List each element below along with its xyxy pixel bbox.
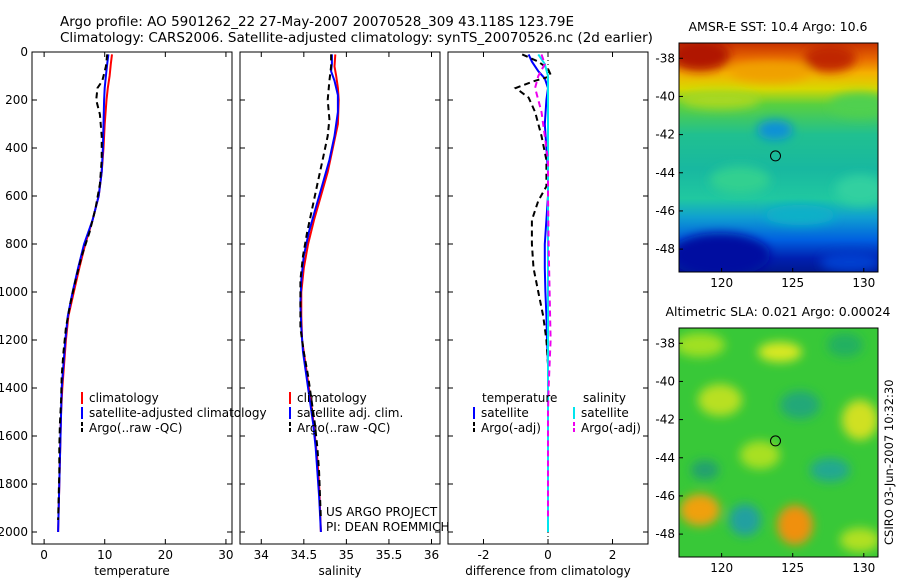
sst_map-ytick-label: -46 <box>655 204 675 218</box>
depth-tick-label: 1800 <box>0 477 28 491</box>
depth-tick-label: 200 <box>5 93 28 107</box>
header-line-2: Climatology: CARS2006. Satellite-adjuste… <box>60 30 653 46</box>
salinity-legend-label: satellite adj. clim. <box>297 406 403 420</box>
sst_map-ytick-label: -38 <box>655 51 675 65</box>
difference-series-0 <box>527 53 550 365</box>
salinity-xtick-label: 34.5 <box>290 548 317 562</box>
sla_map-ytick-label: -48 <box>655 527 675 541</box>
difference-xtick-label: -2 <box>477 548 489 562</box>
salinity-axes-frame <box>239 51 441 545</box>
salinity-series-2 <box>299 54 333 521</box>
sst-heatmap-image <box>679 43 878 272</box>
temperature-legend-label: climatology <box>89 391 159 405</box>
temperature-axes-frame <box>31 51 233 545</box>
sla-map-title: Altimetric SLA: 0.021 Argo: 0.00024 <box>665 304 890 319</box>
sla-map-axes: 120 125 130 -38 -40 -42 -44 -46 -48 <box>655 336 875 575</box>
project-credit: US ARGO PROJECT <box>326 505 438 519</box>
sla_map-ytick-label: -46 <box>655 489 675 503</box>
diff-legend-label: satellite <box>581 406 629 420</box>
depth-tick-label: 0 <box>20 45 28 59</box>
sla-argo-location-marker <box>770 435 781 447</box>
difference-xtick-label: 2 <box>609 548 617 562</box>
sst_map-ytick-label: -44 <box>655 166 675 180</box>
depth-tick-label: 1000 <box>0 285 28 299</box>
salinity-series-0 <box>300 54 340 533</box>
sla-heatmap-image <box>679 328 878 557</box>
depth-tick-label: 2000 <box>0 525 28 539</box>
sst_map-xtick-label: 130 <box>852 276 875 290</box>
salinity-xtick-label: 34 <box>254 548 269 562</box>
sst-argo-location-marker <box>770 150 781 162</box>
sla_map-xtick-label: 125 <box>781 561 804 575</box>
sst-map-axes: 120 125 130 -38 -40 -42 -44 -46 -48 <box>655 51 875 290</box>
sst-map-title: AMSR-E SST: 10.4 Argo: 10.6 <box>688 19 867 34</box>
temperature-profile-panel: 0 10 20 30 0 200 400 600 800 1000 1200 1400 1600 1800… <box>0 45 267 578</box>
sst_map-xtick-label: 120 <box>710 276 733 290</box>
header-line-1: Argo profile: AO 5901262_22 27-May-2007 … <box>60 14 574 30</box>
sla_map-ytick-label: -42 <box>655 413 675 427</box>
temperature-xtick-label: 30 <box>218 548 233 562</box>
sla_map-ytick-label: -38 <box>655 336 675 350</box>
csiro-timestamp: CSIRO 03-Jun-2007 10:32:30 <box>882 379 896 545</box>
temperature-xtick-label: 10 <box>97 548 112 562</box>
temperature-series-1 <box>57 54 110 533</box>
diff-legend-label: Argo(-adj) <box>581 421 641 435</box>
difference-series-1 <box>513 53 553 365</box>
temperature-xlabel: temperature <box>94 564 169 578</box>
diff-legend-title-salinity: salinity <box>583 391 626 405</box>
depth-tick-label: 1400 <box>0 381 28 395</box>
salinity-legend-label: Argo(..raw -QC) <box>297 421 390 435</box>
difference-series-3 <box>534 54 552 520</box>
difference-xlabel: difference from climatology <box>465 564 631 578</box>
temperature-legend-label: Argo(..raw -QC) <box>89 421 182 435</box>
sst_map-ytick-label: -40 <box>655 89 675 103</box>
depth-tick-label: 800 <box>5 237 28 251</box>
difference-profile-panel: -2 0 2 difference from climatology temperatu… <box>447 51 649 578</box>
salinity-xtick-label: 35.5 <box>376 548 403 562</box>
temperature-series-2 <box>57 54 109 521</box>
difference-xtick-label: 0 <box>544 548 552 562</box>
sla_map-xtick-label: 120 <box>710 561 733 575</box>
salinity-xlabel: salinity <box>318 564 361 578</box>
sst_map-xtick-label: 125 <box>781 276 804 290</box>
salinity-legend-label: climatology <box>297 391 367 405</box>
sla_map-xtick-label: 130 <box>852 561 875 575</box>
salinity-xtick-label: 36 <box>424 548 439 562</box>
depth-tick-label: 400 <box>5 141 28 155</box>
sla_map-ytick-label: -44 <box>655 451 675 465</box>
diff-legend-label: satellite <box>481 406 529 420</box>
sst_map-ytick-label: -48 <box>655 242 675 256</box>
diff-legend-title-temperature: temperature <box>482 391 557 405</box>
temperature-legend-label: satellite-adjusted climatology <box>89 406 267 420</box>
salinity-xtick-label: 35 <box>339 548 354 562</box>
sst-map-frame <box>678 42 879 273</box>
sla-map-frame <box>678 327 879 558</box>
depth-tick-label: 600 <box>5 189 28 203</box>
diff-legend-label: Argo(-adj) <box>481 421 541 435</box>
temperature-xtick-label: 0 <box>40 548 48 562</box>
depth-tick-label: 1600 <box>0 429 28 443</box>
pi-credit: PI: DEAN ROEMMICH <box>326 520 449 534</box>
temperature-xtick-label: 20 <box>158 548 173 562</box>
salinity-profile-panel: 34 34.5 35 35.5 36 salinity climatologysatelli… <box>239 51 441 578</box>
sla_map-ytick-label: -40 <box>655 374 675 388</box>
sst_map-ytick-label: -42 <box>655 128 675 142</box>
depth-tick-label: 1200 <box>0 333 28 347</box>
